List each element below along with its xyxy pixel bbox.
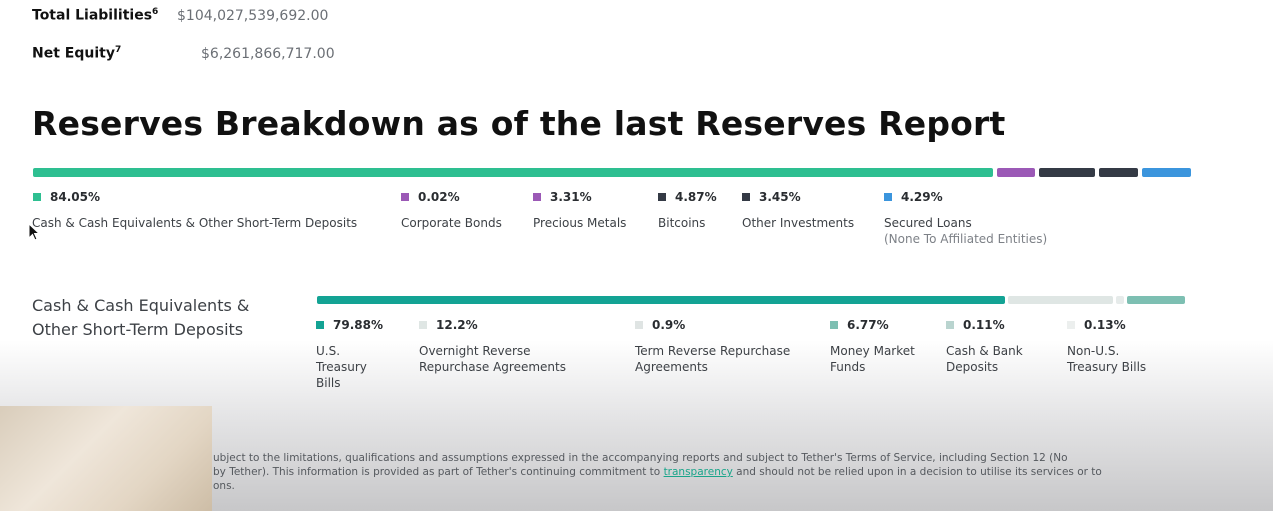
legend-item-precious-metals-label: Precious Metals — [533, 216, 627, 230]
legend-item-bitcoins-pct: 4.87% — [658, 190, 717, 204]
label-line: Treasury Bills — [1067, 360, 1147, 374]
cash-section-title: Cash & Cash Equivalents & Other Short-Te… — [32, 294, 249, 342]
bar-segment — [317, 296, 1005, 304]
cash-item-term-repo-label: Term Reverse Repurchase Agreements — [635, 343, 790, 375]
legend-swatch — [742, 193, 750, 201]
net-equity-value: $6,261,866,717.00 — [201, 46, 335, 62]
cash-item-tbills-pct: 79.88% — [316, 318, 383, 332]
legend-item-cash-label: Cash & Cash Equivalents & Other Short-Te… — [32, 216, 358, 230]
total-liabilities-value: $104,027,539,692.00 — [177, 8, 329, 24]
legend-item-bitcoins-label: Bitcoins — [658, 216, 706, 230]
secured-loans-sublabel: (None To Affiliated Entities) — [884, 232, 1048, 246]
bar-segment — [1115, 296, 1124, 304]
mouse-cursor-icon — [28, 223, 40, 241]
label-line: Non-U.S. — [1067, 344, 1120, 358]
legend-swatch — [533, 193, 541, 201]
label-line: U.S. — [316, 344, 341, 358]
label-line: Bills — [316, 376, 341, 390]
webcam-overlay — [0, 406, 212, 511]
legend-swatch — [419, 321, 427, 329]
bar-segment — [1126, 296, 1185, 304]
label-line: Agreements — [635, 360, 708, 374]
label-line: Money Market — [830, 344, 915, 358]
bar-segment — [33, 168, 994, 177]
legend-swatch — [401, 193, 409, 201]
cash-item-money-market-pct: 6.77% — [830, 318, 889, 332]
page-title: Reserves Breakdown as of the last Reserv… — [32, 104, 1006, 143]
legend-item-other-investments-label: Other Investments — [742, 216, 855, 230]
total-liabilities-label: Total Liabilities6 — [32, 7, 159, 24]
cash-item-tbills-label: U.S. Treasury Bills — [316, 343, 367, 391]
cash-item-term-repo-pct: 0.9% — [635, 318, 685, 332]
cash-item-non-us-tbills-pct: 0.13% — [1067, 318, 1126, 332]
net-equity-label: Net Equity7 — [32, 45, 122, 62]
label-line: Deposits — [946, 360, 999, 374]
legend-swatch — [658, 193, 666, 201]
bar-segment — [1038, 168, 1095, 177]
legend-item-secured-loans-label: Secured Loans (None To Affiliated Entiti… — [884, 215, 1047, 247]
transparency-link[interactable]: transparency — [663, 466, 733, 478]
bar-segment — [1007, 296, 1113, 304]
cash-item-bank-deposits-pct: 0.11% — [946, 318, 1005, 332]
label-line: Repurchase Agreements — [419, 360, 566, 374]
legend-item-corporate-bonds-pct: 0.02% — [401, 190, 460, 204]
legend-swatch — [830, 321, 838, 329]
cash-item-overnight-repo-pct: 12.2% — [419, 318, 478, 332]
bar-segment — [997, 168, 1035, 177]
secured-loans-label: Secured Loans — [884, 216, 972, 230]
cash-section-title-line1: Cash & Cash Equivalents & — [32, 296, 250, 315]
bar-segment — [1098, 168, 1138, 177]
legend-item-secured-loans-pct: 4.29% — [884, 190, 943, 204]
legend-item-precious-metals-pct: 3.31% — [533, 190, 592, 204]
legend-swatch — [316, 321, 324, 329]
legend-swatch — [1067, 321, 1075, 329]
cash-item-money-market-label: Money Market Funds — [830, 343, 915, 375]
label-line: Term Reverse Repurchase — [635, 344, 791, 358]
label-line: Funds — [830, 360, 866, 374]
cash-item-bank-deposits-label: Cash & Bank Deposits — [946, 343, 1023, 375]
label-line: Treasury — [316, 360, 367, 374]
legend-item-corporate-bonds-label: Corporate Bonds — [401, 216, 502, 230]
footer-line: ubject to the limitations, qualification… — [213, 452, 1068, 464]
cash-item-non-us-tbills-label: Non-U.S. Treasury Bills — [1067, 343, 1146, 375]
bar-segment — [1141, 168, 1191, 177]
legend-swatch — [33, 193, 41, 201]
footer-line: by Tether). This information is provided… — [213, 466, 1102, 478]
footer-line: ons. — [213, 480, 235, 492]
legend-item-other-investments-pct: 3.45% — [742, 190, 801, 204]
label-line: Overnight Reverse — [419, 344, 531, 358]
legend-swatch — [884, 193, 892, 201]
footer-disclaimer: ubject to the limitations, qualification… — [213, 451, 1102, 493]
cash-section-title-line2: Other Short-Term Deposits — [32, 320, 244, 339]
legend-item-cash-pct: 84.05% — [33, 190, 100, 204]
label-line: Cash & Bank — [946, 344, 1023, 358]
cash-item-overnight-repo-label: Overnight Reverse Repurchase Agreements — [419, 343, 566, 375]
legend-swatch — [946, 321, 954, 329]
legend-swatch — [635, 321, 643, 329]
